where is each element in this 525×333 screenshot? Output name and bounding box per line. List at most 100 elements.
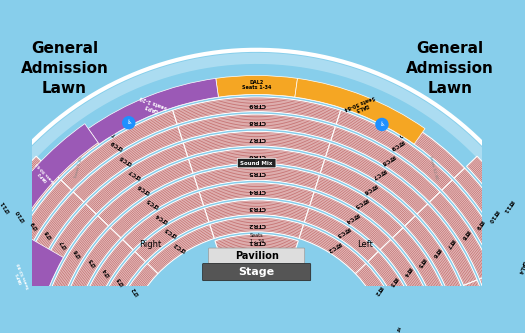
- Wedge shape: [84, 240, 133, 305]
- Text: LT6: LT6: [73, 247, 82, 258]
- Wedge shape: [74, 127, 182, 202]
- Wedge shape: [55, 293, 81, 333]
- Text: Pavilion: Pavilion: [235, 251, 279, 261]
- FancyBboxPatch shape: [237, 159, 276, 168]
- Wedge shape: [72, 299, 98, 333]
- Text: RTC10: RTC10: [396, 123, 415, 137]
- Wedge shape: [216, 76, 298, 97]
- Wedge shape: [464, 280, 492, 333]
- Text: RT11: RT11: [501, 198, 513, 214]
- Text: CTR5: CTR5: [248, 170, 266, 175]
- Wedge shape: [36, 204, 96, 285]
- Text: Right: Right: [139, 240, 161, 249]
- Polygon shape: [0, 50, 525, 333]
- Circle shape: [376, 119, 388, 131]
- Text: RT8: RT8: [459, 228, 469, 240]
- Wedge shape: [0, 168, 59, 266]
- Wedge shape: [479, 274, 509, 333]
- Wedge shape: [0, 267, 18, 333]
- Text: Seats 52-80: Seats 52-80: [428, 155, 438, 180]
- Text: RTC3: RTC3: [334, 226, 350, 238]
- Text: Sound Mix: Sound Mix: [240, 161, 273, 166]
- Text: DAP1
Seats 52-80: DAP1 Seats 52-80: [13, 262, 31, 291]
- Wedge shape: [4, 274, 34, 333]
- Wedge shape: [61, 110, 177, 190]
- Text: LT5: LT5: [88, 257, 97, 268]
- Text: RTC4: RTC4: [343, 211, 360, 223]
- Wedge shape: [4, 180, 71, 273]
- Wedge shape: [454, 168, 525, 266]
- Wedge shape: [432, 293, 458, 333]
- Wedge shape: [467, 156, 525, 260]
- Wedge shape: [116, 263, 158, 318]
- Text: RT6: RT6: [430, 247, 440, 259]
- Text: CTR6: CTR6: [248, 153, 266, 158]
- Text: RTT1: RTT1: [393, 326, 400, 333]
- Text: LTC6: LTC6: [136, 182, 151, 194]
- Wedge shape: [21, 280, 50, 333]
- FancyBboxPatch shape: [203, 263, 311, 281]
- Wedge shape: [194, 166, 320, 189]
- Text: CTR2: CTR2: [248, 222, 266, 227]
- Text: RTC7: RTC7: [371, 167, 387, 180]
- Text: RT9: RT9: [474, 219, 484, 231]
- Wedge shape: [20, 192, 84, 279]
- Text: RTC9: RTC9: [389, 138, 405, 151]
- Text: LTC2: LTC2: [173, 240, 187, 252]
- Text: Stage: Stage: [238, 267, 275, 277]
- Wedge shape: [336, 110, 453, 190]
- Text: DAP2
Seats 30-51: DAP2 Seats 30-51: [32, 162, 57, 187]
- Circle shape: [123, 117, 135, 129]
- Text: ♿: ♿: [379, 122, 385, 127]
- Text: RTC8: RTC8: [380, 153, 396, 166]
- Text: CTR9: CTR9: [248, 102, 266, 107]
- Wedge shape: [368, 252, 413, 311]
- Text: CTR8: CTR8: [248, 119, 266, 124]
- Text: DAL2
Seats 1-34: DAL2 Seats 1-34: [242, 80, 271, 90]
- Text: Seats
1 - 34: Seats 1 - 34: [249, 233, 264, 244]
- Text: DAP3
Seats 1-29: DAP3 Seats 1-29: [137, 94, 168, 115]
- Wedge shape: [417, 204, 477, 285]
- Text: RT7: RT7: [445, 237, 455, 249]
- Wedge shape: [167, 80, 346, 108]
- Text: RTC2: RTC2: [326, 240, 341, 253]
- Wedge shape: [304, 208, 379, 262]
- Wedge shape: [310, 192, 391, 250]
- Text: LT8: LT8: [44, 229, 54, 240]
- Wedge shape: [0, 261, 2, 331]
- Wedge shape: [355, 263, 397, 318]
- Wedge shape: [106, 312, 129, 333]
- Wedge shape: [393, 228, 445, 298]
- Wedge shape: [86, 143, 187, 214]
- Text: LTC8: LTC8: [118, 153, 133, 165]
- Wedge shape: [183, 131, 330, 157]
- Wedge shape: [429, 192, 493, 279]
- Wedge shape: [123, 192, 204, 250]
- Wedge shape: [384, 312, 407, 333]
- Text: RT5: RT5: [416, 256, 426, 268]
- Wedge shape: [448, 286, 475, 333]
- Wedge shape: [496, 267, 525, 333]
- Wedge shape: [0, 124, 98, 231]
- Wedge shape: [384, 312, 407, 333]
- Wedge shape: [52, 216, 109, 292]
- Wedge shape: [199, 183, 314, 206]
- Wedge shape: [49, 94, 172, 178]
- Text: LT3: LT3: [116, 276, 125, 286]
- Wedge shape: [380, 240, 429, 305]
- Wedge shape: [320, 159, 415, 226]
- Text: LT9: LT9: [30, 219, 39, 230]
- Text: CTR10: CTR10: [246, 85, 268, 90]
- Wedge shape: [68, 228, 121, 298]
- Text: RTC6: RTC6: [362, 182, 377, 194]
- Wedge shape: [0, 156, 47, 260]
- Wedge shape: [341, 94, 465, 178]
- Wedge shape: [148, 224, 214, 274]
- Text: ♿: ♿: [126, 120, 132, 125]
- Text: RT3: RT3: [387, 275, 397, 287]
- Wedge shape: [400, 306, 424, 333]
- Wedge shape: [299, 224, 366, 274]
- Wedge shape: [98, 159, 193, 226]
- Wedge shape: [209, 217, 303, 238]
- Text: RT4: RT4: [402, 266, 412, 278]
